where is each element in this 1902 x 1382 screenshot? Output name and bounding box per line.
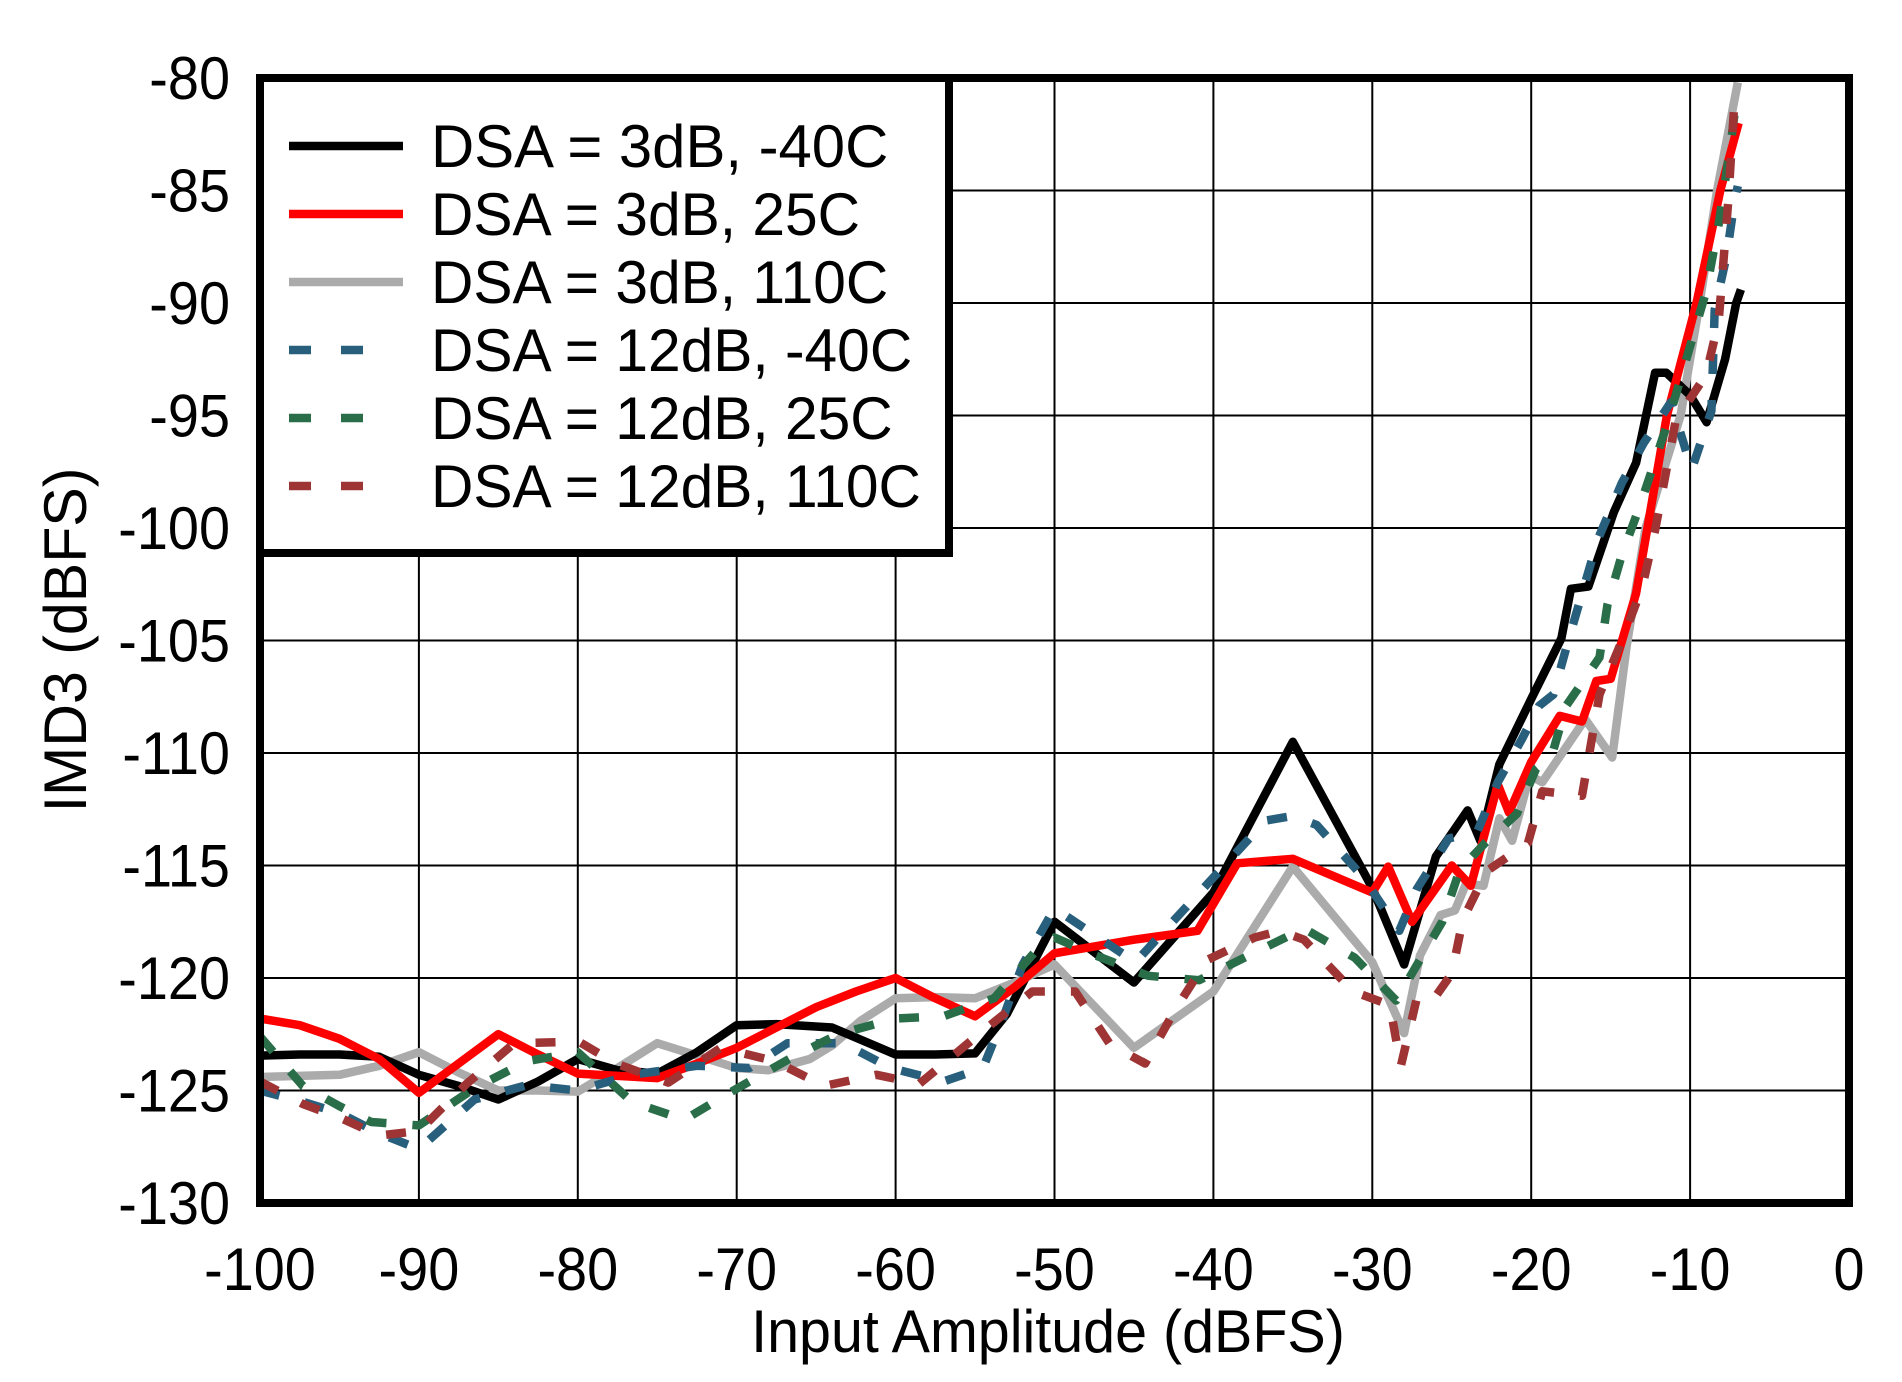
svg-text:IMD3 (dBFS): IMD3 (dBFS) xyxy=(32,468,99,813)
svg-text:-130: -130 xyxy=(118,1170,230,1237)
svg-text:-115: -115 xyxy=(122,833,230,900)
svg-text:-40: -40 xyxy=(1173,1236,1254,1303)
svg-text:-10: -10 xyxy=(1650,1236,1731,1303)
svg-text:-90: -90 xyxy=(149,270,230,337)
svg-text:DSA = 12dB, 110C: DSA = 12dB, 110C xyxy=(431,453,921,520)
svg-text:DSA = 12dB, -40C: DSA = 12dB, -40C xyxy=(431,317,912,384)
svg-text:-30: -30 xyxy=(1332,1236,1413,1303)
svg-text:0: 0 xyxy=(1834,1236,1865,1303)
svg-text:-80: -80 xyxy=(537,1236,618,1303)
svg-text:-100: -100 xyxy=(118,495,230,562)
svg-text:-95: -95 xyxy=(149,383,230,450)
svg-text:-90: -90 xyxy=(379,1236,460,1303)
svg-text:DSA = 3dB, 110C: DSA = 3dB, 110C xyxy=(431,249,888,316)
svg-text:-110: -110 xyxy=(122,720,230,787)
svg-text:-20: -20 xyxy=(1491,1236,1572,1303)
svg-text:-105: -105 xyxy=(118,608,230,675)
svg-text:DSA = 3dB, 25C: DSA = 3dB, 25C xyxy=(431,181,860,248)
svg-text:-120: -120 xyxy=(118,945,230,1012)
svg-text:DSA = 12dB, 25C: DSA = 12dB, 25C xyxy=(431,385,893,452)
svg-text:-50: -50 xyxy=(1014,1236,1095,1303)
svg-text:DSA = 3dB, -40C: DSA = 3dB, -40C xyxy=(431,113,888,180)
svg-text:-125: -125 xyxy=(118,1058,230,1125)
svg-text:Input Amplitude (dBFS): Input Amplitude (dBFS) xyxy=(751,1298,1345,1365)
svg-text:-60: -60 xyxy=(855,1236,936,1303)
svg-text:-85: -85 xyxy=(149,158,230,225)
svg-text:-70: -70 xyxy=(696,1236,777,1303)
svg-text:-100: -100 xyxy=(204,1236,316,1303)
svg-text:-80: -80 xyxy=(149,45,230,112)
